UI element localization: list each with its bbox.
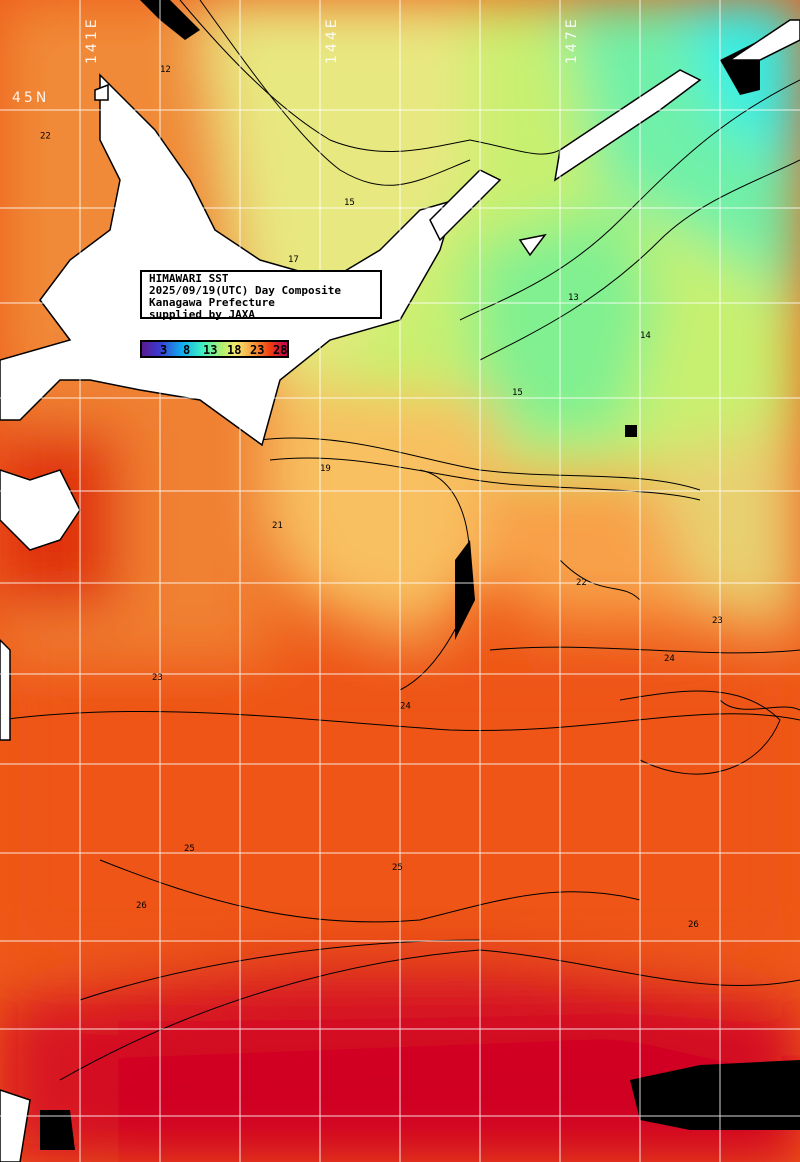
title-date: 2025/09/19(UTC) Day Composite [149,284,342,297]
contour-label: 12 [160,65,171,75]
title-box: HIMAWARI SST 2025/09/19(UTC) Day Composi… [140,270,382,321]
contour-label: 25 [184,844,195,854]
contour-label: 13 [568,293,579,303]
legend-tick: 8 [183,343,191,357]
lat-label-45n: 45N [12,90,50,106]
contour-label: 26 [136,901,147,911]
legend-tick: 18 [227,343,242,357]
contour-label: 25 [392,863,403,873]
lon-label-147e: 147E [564,16,580,64]
contour-label: 22 [576,578,587,588]
legend-tick: 28 [273,343,288,357]
legend-tick: 3 [160,343,168,357]
title-region: Kanagawa Prefecture [149,296,275,309]
contour-label: 22 [40,132,51,142]
contour-labels: 22 12 15 17 13 14 15 19 21 22 23 24 23 24 25 26 25 26 [40,65,723,930]
legend-tick: 13 [203,343,218,357]
contour-label: 24 [400,702,411,712]
contour-label: 14 [640,331,651,341]
contour-label: 17 [288,255,299,265]
land [0,19,800,1162]
color-scale-legend: 3 8 13 18 23 28 [140,340,289,358]
contour-label: 21 [272,521,283,531]
legend-tick: 23 [250,343,265,357]
contour-label: 23 [152,673,163,683]
lon-label-144e: 144E [324,16,340,64]
contour-label: 26 [688,920,699,930]
contour-label: 15 [344,198,355,208]
title-credit: supplied by JAXA [149,308,255,321]
contour-label: 15 [512,388,523,398]
title-product: HIMAWARI SST [149,272,229,285]
lon-label-141e: 141E [84,16,100,64]
contour-label: 19 [320,464,331,474]
contour-label: 23 [712,616,723,626]
contour-label: 24 [664,654,675,664]
